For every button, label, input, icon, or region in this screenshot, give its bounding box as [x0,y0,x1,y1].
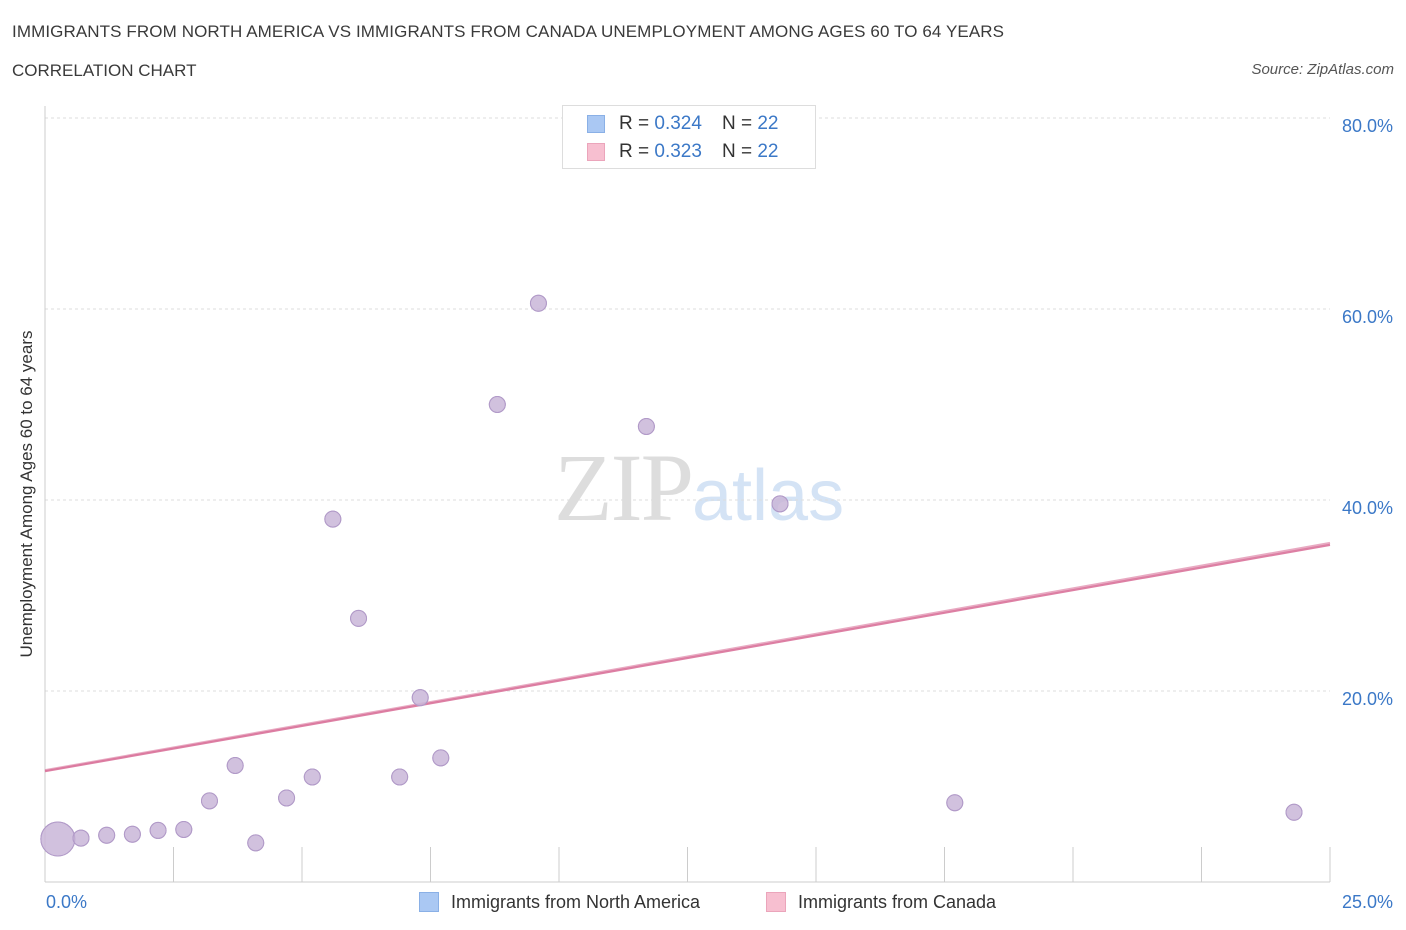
trend-lines [44,541,1331,773]
legend-swatch-north-america [587,115,605,133]
legend-r-value: 0.323 [654,141,702,162]
data-point-series1-18 [637,417,655,435]
data-point-series1-12 [350,609,368,627]
data-point-series1-14 [411,689,429,707]
legend-n-value: 22 [757,113,779,134]
data-point-series1-6 [200,792,218,810]
y-tick-label: 60.0% [1342,307,1393,327]
data-point-series1-17 [529,294,547,312]
source-label: Source: ZipAtlas.com [1251,61,1394,78]
legend-n-value: 22 [757,141,779,162]
data-point-series1-5 [175,820,193,838]
data-point-series1-3 [123,825,141,843]
tick-labels: 20.0% 40.0% 60.0% 80.0% 0.0% 25.0% [46,116,1393,912]
y-tick-label: 20.0% [1342,689,1393,709]
watermark: ZIPatlas [554,440,844,536]
gridlines [45,117,1330,692]
data-point-series1-20 [946,794,964,812]
bottom-legend-swatch-canada [766,892,786,912]
legend-swatch-canada [587,143,605,161]
legend-n-label: N = [721,141,753,162]
data-point-series1-8 [247,834,265,852]
legend-r-label: R = [619,113,650,134]
correlation-legend: R = 0.324 N = 22 R = 0.323 N = 22 [562,105,816,169]
bottom-legend-canada: Immigrants from Canada [766,889,996,915]
data-point-series1-10 [303,768,321,786]
data-point-series1-19 [771,495,789,513]
bottom-legend-label-north-america: Immigrants from North America [451,891,701,912]
y-axis-label: Unemployment Among Ages 60 to 64 years [17,330,36,658]
legend-r-value: 0.324 [654,113,702,134]
bottom-legend-swatch-north-america [419,892,439,912]
y-tick-label: 40.0% [1342,498,1393,518]
x-tick-label: 0.0% [46,892,87,912]
data-point-series1-2 [98,826,116,844]
legend-r-label: R = [619,141,650,162]
axes [44,106,1331,883]
data-point-series1-4 [149,821,167,839]
chart-subtitle: CORRELATION CHART [12,61,197,80]
data-point-series1-1 [72,829,90,847]
chart-title: IMMIGRANTS FROM NORTH AMERICA VS IMMIGRA… [12,22,1005,41]
legend-n-label: N = [721,113,753,134]
data-point-series1-13 [391,768,409,786]
legend-row-north-america: R = 0.324 N = 22 [587,112,778,136]
watermark-zip: ZIP [554,434,694,541]
watermark-atlas: atlas [692,456,845,536]
data-point-series1-0 [40,821,76,857]
data-point-series1-7 [226,756,244,774]
data-point-series1-16 [488,396,506,413]
x-tick-label: 25.0% [1342,892,1393,912]
trend-line-1 [44,543,1331,773]
legend-row-canada: R = 0.323 N = 22 [587,140,778,164]
data-point-series1-21 [1285,803,1303,821]
data-point-series1-11 [324,510,342,528]
data-point-series1-15 [432,749,450,767]
y-tick-label: 80.0% [1342,116,1393,136]
bottom-legend-north-america: Immigrants from North America [419,889,700,915]
data-point-series1-9 [278,789,296,807]
data-points [40,294,1303,857]
bottom-legend-label-canada: Immigrants from Canada [798,891,997,912]
